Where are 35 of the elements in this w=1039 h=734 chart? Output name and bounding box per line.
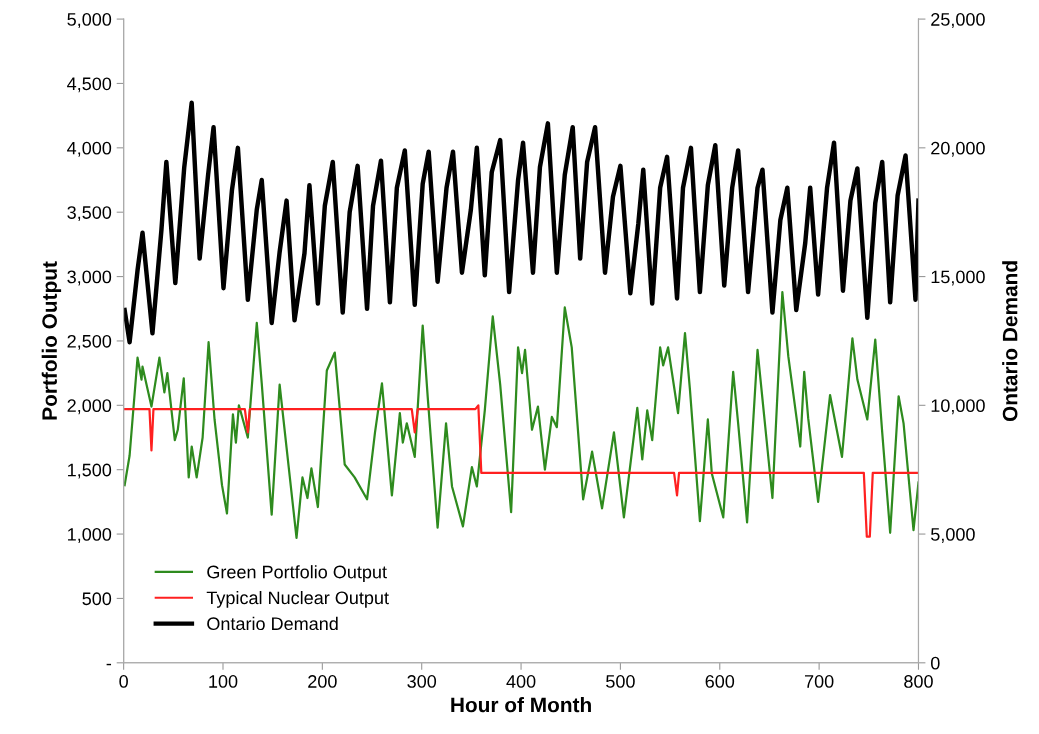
x-tick-label: 500	[606, 675, 635, 688]
x-tick-label: 300	[407, 675, 437, 688]
y2-tick-label: 0	[930, 656, 940, 670]
x-tick-label: 400	[506, 675, 536, 688]
y-tick-label: 2,500	[67, 334, 112, 350]
y2-axis-title: Ontario Demand	[1002, 261, 1018, 422]
y2-tick-label: 20,000	[931, 141, 985, 157]
x-tick-label: 200	[308, 675, 337, 688]
y-tick-label: 2,000	[67, 399, 112, 415]
legend-label: Typical Nuclear Output	[206, 590, 389, 608]
legend-label: Green Portfolio Output	[207, 565, 387, 582]
y-tick-label: 1,000	[68, 527, 112, 543]
y-tick-label: 3,500	[67, 206, 112, 222]
x-axis-title: Hour of Month	[451, 696, 591, 713]
y-axis-title: Portfolio Output	[41, 261, 62, 420]
line-series	[123, 290, 919, 540]
x-tick-label: 800	[904, 675, 933, 688]
y-tick-label: 3,000	[67, 270, 112, 286]
legend-label: Ontario Demand	[207, 616, 338, 631]
y2-tick-label: 15,000	[931, 270, 985, 286]
x-tick-label: 0	[119, 675, 128, 688]
y2-tick-label: 10,000	[931, 399, 985, 415]
y-tick-label: 5,000	[67, 13, 112, 28]
y2-tick-label: 5,000	[931, 527, 975, 543]
line-series	[123, 404, 919, 538]
y2-tick-label: 25,000	[931, 13, 985, 28]
y-tick-label: 1,500	[68, 463, 112, 479]
x-tick-label: 100	[209, 675, 238, 688]
y-tick-label: 4,000	[67, 141, 112, 157]
y-tick-label: 500	[82, 592, 112, 606]
line-series	[123, 100, 919, 345]
y-tick-label: 4,500	[67, 77, 112, 93]
x-tick-label: 700	[804, 675, 834, 688]
x-tick-label: 600	[705, 675, 735, 688]
y-tick-label: -	[106, 663, 112, 666]
